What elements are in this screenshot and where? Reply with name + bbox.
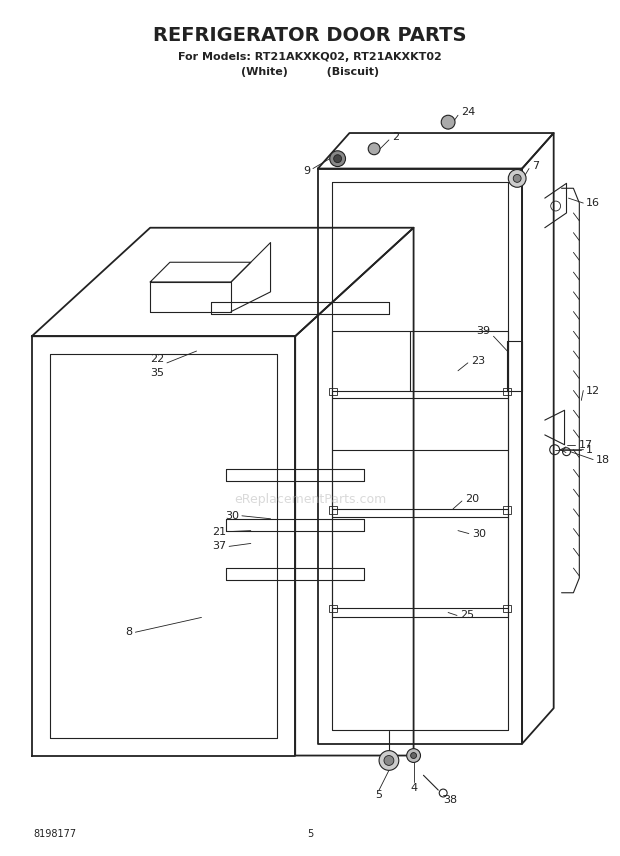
Text: 30: 30 [225,511,239,520]
Text: 18: 18 [596,455,610,465]
Text: 35: 35 [150,368,164,377]
Text: 37: 37 [212,541,226,551]
Text: (White)          (Biscuit): (White) (Biscuit) [241,67,379,77]
Bar [329,506,337,514]
Circle shape [330,151,345,167]
Text: 5: 5 [376,790,383,800]
Text: 9: 9 [303,167,310,176]
Text: eReplacementParts.com: eReplacementParts.com [234,492,386,506]
Text: 25: 25 [460,610,474,621]
Circle shape [410,752,417,758]
Circle shape [379,751,399,770]
Bar [503,604,512,613]
Text: 23: 23 [471,356,485,366]
Text: 21: 21 [212,526,226,537]
Circle shape [334,155,342,163]
Text: 30: 30 [472,528,486,538]
Bar [329,388,337,395]
Circle shape [513,175,521,182]
Text: 16: 16 [587,198,600,208]
Text: 39: 39 [476,326,490,336]
Text: 24: 24 [461,107,475,117]
Text: 22: 22 [150,354,164,364]
Text: 20: 20 [465,494,479,504]
Circle shape [508,169,526,187]
Text: 38: 38 [443,795,457,805]
Text: REFRIGERATOR DOOR PARTS: REFRIGERATOR DOOR PARTS [153,26,467,45]
Circle shape [384,756,394,765]
Text: 7: 7 [532,161,539,170]
Text: 2: 2 [392,132,399,142]
Bar [503,388,512,395]
Circle shape [407,749,420,763]
Bar [503,506,512,514]
Text: 17: 17 [578,440,593,449]
Circle shape [368,143,380,155]
Text: 12: 12 [587,385,600,395]
Text: 4: 4 [410,783,417,794]
Text: For Models: RT21AKXKQ02, RT21AKXKT02: For Models: RT21AKXKQ02, RT21AKXKT02 [178,52,442,62]
Text: 8198177: 8198177 [33,829,77,840]
Text: 5: 5 [307,829,313,840]
Text: 8: 8 [125,627,133,637]
Text: 1: 1 [587,445,593,455]
Bar [329,604,337,613]
Circle shape [441,116,455,129]
